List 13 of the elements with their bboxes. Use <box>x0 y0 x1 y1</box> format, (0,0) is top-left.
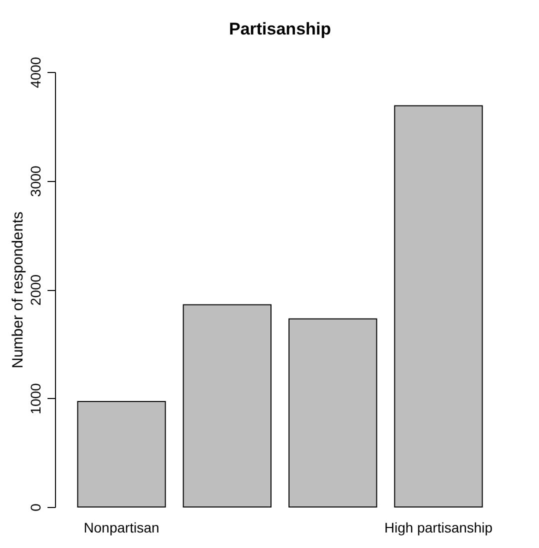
x-tick-label: Nonpartisan <box>84 520 160 536</box>
y-tick-label: 4000 <box>28 56 44 88</box>
chart-title: Partisanship <box>228 19 332 38</box>
y-axis-title: Number of respondents <box>10 212 26 368</box>
bar <box>288 318 378 508</box>
bar <box>394 105 483 508</box>
y-tick-label: 3000 <box>28 165 44 197</box>
x-tick-label: High partisanship <box>384 520 493 536</box>
bar <box>77 401 166 508</box>
y-tick-label: 1000 <box>28 382 44 414</box>
bar <box>182 304 272 508</box>
y-tick-label: 2000 <box>28 274 44 306</box>
y-tick-label: 0 <box>28 503 44 512</box>
